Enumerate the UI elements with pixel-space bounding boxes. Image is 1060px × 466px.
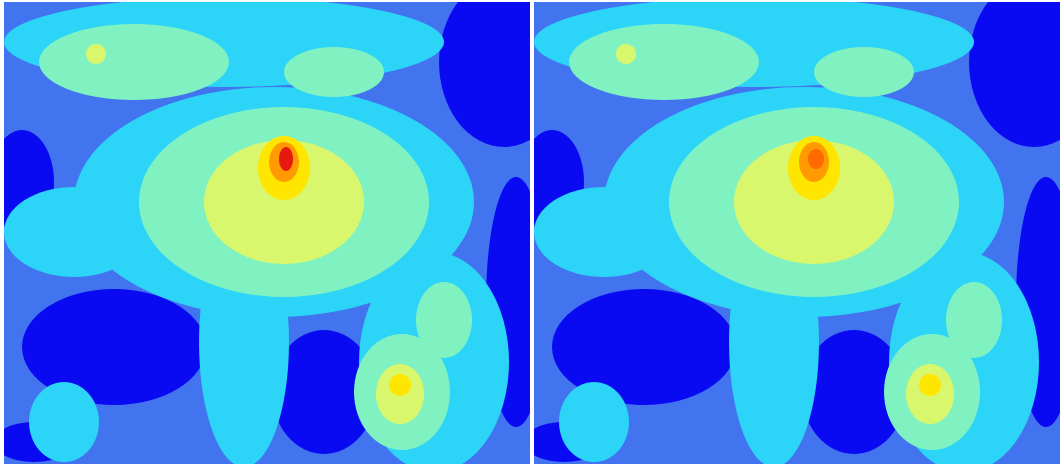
heatmap-view: [0, 0, 1060, 466]
peak: [808, 149, 824, 169]
heatmap-panel-left: [0, 0, 569, 466]
heatmap-panel-right: [520, 0, 1060, 466]
page: [0, 0, 1060, 466]
peak: [279, 147, 293, 171]
